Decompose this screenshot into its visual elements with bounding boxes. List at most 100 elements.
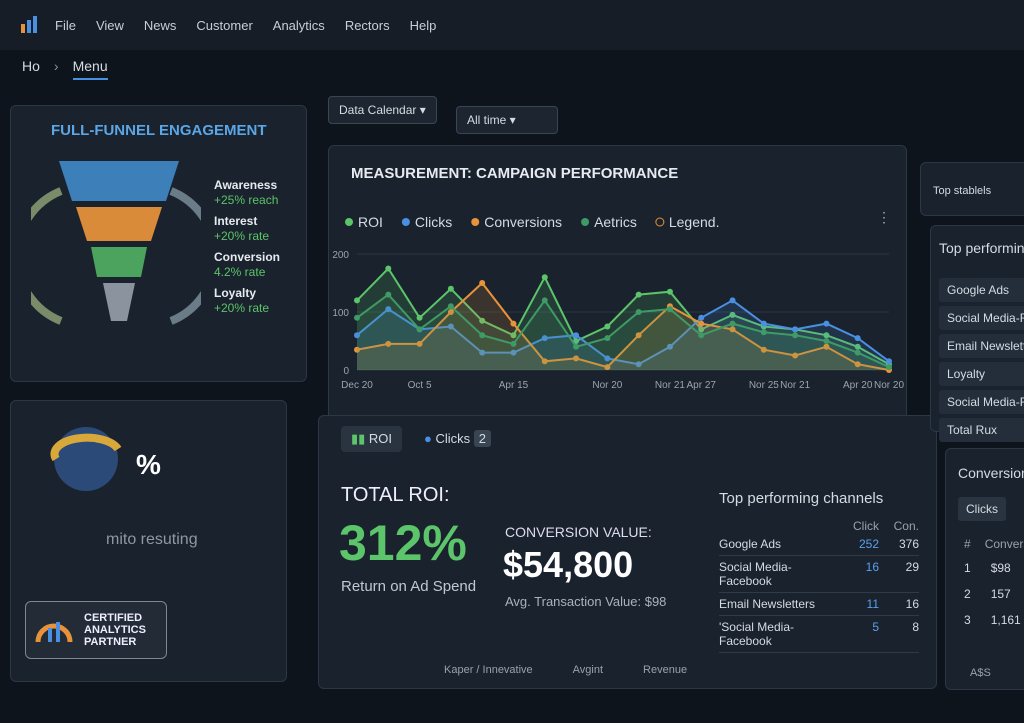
dropdown-label: All time [467, 113, 507, 127]
point [479, 317, 486, 324]
stage-name: Loyalty [214, 286, 257, 300]
point [510, 332, 517, 339]
breadcrumb-home[interactable]: Ho [22, 58, 40, 74]
stage-detail: 4.2% rate [214, 265, 266, 279]
point [510, 349, 517, 356]
point [541, 274, 548, 281]
funnel-stage-label: Interest +20% rate [214, 214, 280, 244]
point [573, 338, 580, 344]
arrow [31, 187, 63, 325]
table-cell: 2 [964, 587, 971, 601]
footer-item: Avgint [572, 664, 604, 676]
menu-item[interactable]: View [95, 18, 124, 33]
certified-badge: CERTIFIED ANALYTICS PARTNER [25, 601, 167, 659]
x-tick-label: Apr 15 [499, 380, 529, 391]
point [823, 338, 830, 344]
point [886, 358, 892, 365]
point [666, 288, 673, 295]
menu-item[interactable]: Rectors [344, 18, 390, 33]
roi-tab[interactable]: ▮▮ ROI [341, 426, 403, 452]
breadcrumb-current[interactable]: Menu [72, 58, 108, 80]
legend-note: Legend. [669, 214, 720, 230]
menu-item[interactable]: News [143, 18, 177, 33]
table-row: 3 1,161 [964, 613, 1024, 627]
globe-icon [50, 427, 122, 491]
right-top-label: Top stablels [933, 185, 992, 197]
table-cell: $98 [990, 561, 1011, 575]
stage-name: Conversion [214, 250, 281, 264]
line [356, 299, 890, 366]
point [604, 335, 611, 342]
funnel-stage [76, 207, 162, 241]
right-top-panel: Top stablels [920, 162, 1024, 216]
point [541, 335, 548, 342]
chart-title: MEASUREMENT: CAMPAIGN PERFORMANCE [351, 165, 678, 182]
point [385, 265, 392, 272]
point [510, 320, 517, 327]
point [854, 343, 861, 350]
point [854, 335, 861, 342]
area [357, 294, 889, 370]
line [356, 293, 890, 369]
point [792, 352, 799, 359]
stage-detail: +20% rate [214, 301, 270, 315]
more-menu[interactable]: ⋮ [877, 209, 891, 225]
right-conv-title: Conversion [958, 465, 1024, 481]
point [510, 340, 517, 347]
point [635, 309, 642, 315]
funnel-stage-label: Awareness +25% reach [214, 178, 280, 208]
table-row: Google Ads 252 376 [719, 533, 919, 556]
badge-panel: % mito resuting CERTIFIED ANALYTICS PARTNE… [10, 400, 287, 682]
point [635, 332, 642, 339]
table-cell: 5 [872, 620, 879, 634]
badge-line: ANALYTICS [84, 624, 146, 636]
menu-item[interactable]: Help [409, 18, 437, 33]
stage-name: Awareness [214, 178, 278, 192]
point [729, 297, 736, 304]
point [604, 323, 611, 330]
tab-icon: ▮▮ [351, 431, 369, 446]
table-cell: 16 [905, 597, 919, 611]
table-cell: Social Media-Facebook [719, 560, 792, 588]
list-item: Social Media-Fac [939, 306, 1024, 330]
x-tick-label: Nor 21 [780, 380, 810, 391]
badge-line: PARTNER [84, 636, 137, 648]
separator: › [53, 58, 59, 74]
funnel-stage-label: Conversion 4.2% rate [214, 250, 280, 280]
tab-label: ROI [368, 431, 393, 446]
point [385, 306, 392, 313]
chart-panel: MEASUREMENT: CAMPAIGN PERFORMANCE ⋮ 0 100… [328, 145, 907, 422]
badge-icon [35, 622, 73, 643]
point [698, 314, 705, 321]
point [354, 346, 360, 353]
point [447, 323, 454, 330]
right-conv-tab[interactable]: Clicks [958, 497, 1006, 521]
list-item: Email Newsletter [939, 334, 1024, 358]
point [729, 326, 736, 333]
point [573, 332, 580, 339]
clicks-tab[interactable]: ● Clicks 2 [424, 430, 491, 447]
table-row: 1 $98 [964, 561, 1024, 575]
table-cell: 157 [990, 587, 1011, 601]
table-row: 'Social Media-Facebook 5 8 [719, 616, 919, 653]
date-dropdown[interactable]: Data Calendar ▾ [328, 96, 437, 124]
menu-item[interactable]: File [55, 18, 76, 33]
footer-item: Revenue [643, 664, 688, 676]
table-body: Google Ads 252 376 Social Media-Facebook 16 2… [719, 533, 919, 653]
caption: mito resuting [106, 531, 198, 548]
point [573, 355, 580, 362]
total-value: 312% [339, 515, 467, 571]
list-item: Loyalty [939, 362, 1024, 386]
range-dropdown[interactable]: All time ▾ [456, 106, 558, 134]
table-cell: 3 [964, 613, 971, 627]
column-header: Con. [893, 519, 919, 533]
menu-item[interactable]: Analytics [272, 18, 325, 33]
menu-item[interactable]: Customer [196, 18, 253, 33]
conversion-label: CONVERSION VALUE: [505, 524, 652, 540]
legend-swatch [401, 218, 410, 226]
point [823, 343, 830, 350]
conversion-caption: Avg. Transaction Value: $98 [505, 594, 667, 609]
line-chart: MEASUREMENT: CAMPAIGN PERFORMANCE ⋮ 0 100… [332, 165, 904, 391]
table-row: Email Newsletters 11 16 [719, 593, 919, 616]
list-item: Google Ads [939, 278, 1024, 302]
